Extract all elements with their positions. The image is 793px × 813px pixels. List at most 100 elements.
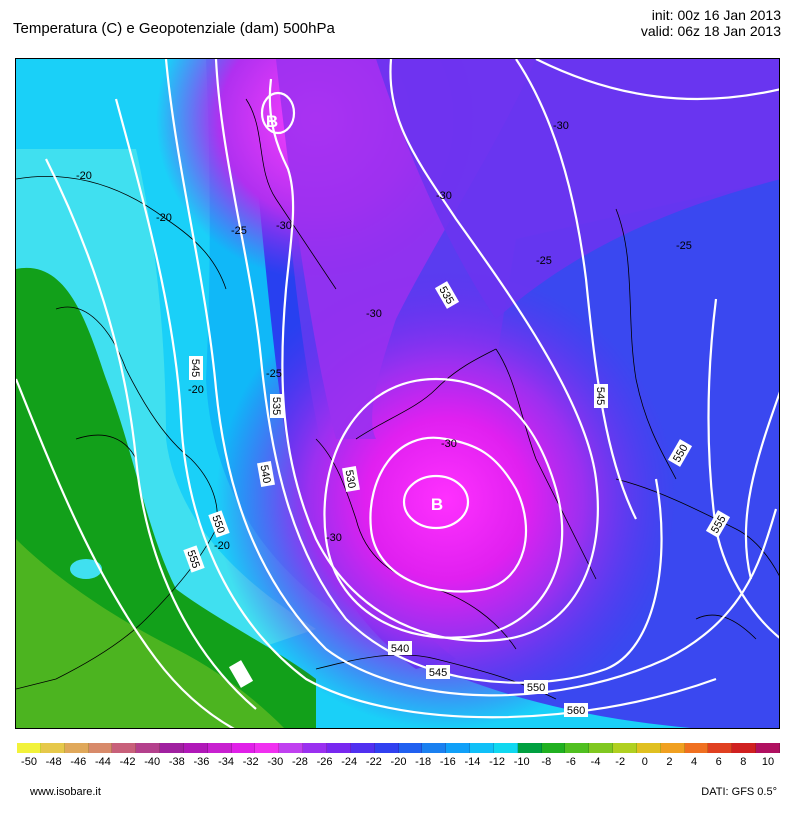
color-scale-tick: -18 — [415, 756, 432, 768]
color-scale-tick: -6 — [566, 756, 576, 768]
color-scale-cell — [231, 743, 256, 753]
color-scale-cell — [732, 743, 757, 753]
color-scale-ticks: -50 -48 -46 -44 -42 -40 -38 -36 -34 -32 -30 -28 -26-… — [17, 756, 780, 770]
color-scale-cell — [756, 743, 780, 753]
geopotential-label: 535 — [270, 397, 282, 415]
color-scale-tick: -50 — [21, 756, 37, 768]
color-scale-cell — [64, 743, 89, 753]
temperature-label: -25 — [676, 240, 692, 252]
weather-map: 535 535 530 540 540 545 — [15, 58, 780, 729]
color-scale-tick: 4 — [691, 756, 698, 768]
color-scale-cell — [613, 743, 637, 753]
map-canvas: 535 535 530 540 540 545 — [16, 59, 779, 728]
color-scale-tick: 10 — [761, 756, 775, 768]
color-scale-bar — [17, 743, 780, 753]
geopotential-label: 540 — [391, 643, 409, 655]
geopotential-label: 550 — [209, 514, 227, 535]
temperature-label: -25 — [231, 225, 247, 237]
color-scale-tick: -4 — [590, 756, 601, 768]
color-scale-cell — [255, 743, 280, 753]
temperature-label: -30 — [276, 220, 292, 232]
init-time: init: 00z 16 Jan 2013 — [651, 7, 781, 23]
color-scale-tick: 6 — [715, 756, 722, 768]
color-scale-tick: -22 — [365, 756, 382, 768]
temperature-label: -30 — [436, 190, 452, 202]
temperature-label: -25 — [266, 368, 282, 380]
color-scale-cell — [660, 743, 685, 753]
color-scale-tick: -46 — [70, 756, 87, 768]
color-scale-tick: -28 — [292, 756, 308, 768]
color-scale-tick: -8 — [541, 756, 552, 768]
geopotential-label: 540 — [258, 464, 273, 484]
color-scale-tick: -12 — [489, 756, 505, 768]
color-scale-tick: -42 — [119, 756, 136, 768]
color-scale-tick: -38 — [168, 756, 185, 768]
color-scale-cell — [112, 743, 137, 753]
color-scale-cell — [398, 743, 423, 753]
color-scale-tick: -24 — [341, 756, 358, 768]
color-scale-cell — [279, 743, 304, 753]
temperature-label: -30 — [326, 532, 342, 544]
coastlines — [16, 98, 779, 700]
color-scale-cell — [374, 743, 399, 753]
geopotential-label: 545 — [594, 387, 606, 405]
color-scale-cell — [708, 743, 733, 753]
geopotential-label: 555 — [184, 549, 202, 570]
color-scale-cell — [446, 743, 471, 753]
temperature-label: -30 — [553, 120, 569, 132]
color-scale-tick: -32 — [242, 756, 259, 768]
data-source: DATI: GFS 0.5° — [701, 786, 777, 798]
color-scale-cell — [136, 743, 161, 753]
geopotential-label: 545 — [189, 359, 201, 377]
temperature-label: -20 — [214, 540, 230, 552]
color-scale-cell — [326, 743, 351, 753]
color-scale-tick: -36 — [193, 756, 210, 768]
color-scale-tick: -10 — [513, 756, 530, 768]
geopotential-label: 545 — [429, 667, 447, 679]
color-scale-tick: -44 — [94, 756, 111, 768]
temperature-label: -25 — [536, 255, 552, 267]
temperature-label: -30 — [366, 308, 382, 320]
color-scale-cell — [303, 743, 327, 753]
map-title: Temperatura (C) e Geopotenziale (dam) 50… — [13, 20, 335, 37]
temperature-labels: -20 -20 -20 -20 -25 -25 -25 -25 -30 -30 … — [76, 120, 692, 552]
color-scale-tick: -16 — [439, 756, 456, 768]
color-scale-cell — [207, 743, 232, 753]
color-scale-cell — [636, 743, 661, 753]
run-info: init: 00z 16 Jan 2013 valid: 06z 18 Jan … — [641, 7, 781, 39]
violet-north-east — [376, 59, 779, 319]
color-scale-tick: 0 — [641, 756, 648, 768]
geopotential-label: 560 — [567, 705, 585, 717]
color-scale-cell — [40, 743, 65, 753]
geopotential-isolines — [16, 59, 779, 728]
color-scale-cell — [350, 743, 375, 753]
color-scale-tick: -34 — [218, 756, 235, 768]
color-scale-cell — [470, 743, 494, 753]
temperature-label: -20 — [156, 212, 172, 224]
geopotential-labels: 535 535 530 540 540 545 — [183, 281, 731, 717]
temperature-label: -20 — [76, 170, 92, 182]
color-scale-tick: 8 — [740, 756, 747, 768]
website-link[interactable]: www.isobare.it — [30, 786, 101, 798]
low-pressure-label-north: B — [266, 112, 278, 131]
color-scale-tick: -14 — [464, 756, 481, 768]
color-scale-cell — [589, 743, 614, 753]
color-scale-tick: -48 — [45, 756, 62, 768]
color-scale-cell — [541, 743, 566, 753]
low-pressure-label: B — [431, 495, 443, 514]
color-scale-tick: -30 — [267, 756, 284, 768]
color-scale-cell — [684, 743, 709, 753]
color-scale-cell — [565, 743, 590, 753]
color-scale-cell — [183, 743, 208, 753]
color-scale-tick: -26 — [316, 756, 333, 768]
color-scale-tick: -20 — [390, 756, 407, 768]
valid-time: valid: 06z 18 Jan 2013 — [640, 23, 781, 39]
color-scale-tick: 2 — [666, 756, 673, 768]
color-scale-cell — [160, 743, 184, 753]
color-scale-tick: -40 — [144, 756, 161, 768]
geopotential-label: 530 — [343, 469, 358, 489]
color-scale-cell — [422, 743, 447, 753]
color-scale-tick: -2 — [615, 756, 626, 768]
temperature-label: -30 — [441, 438, 457, 450]
color-scale-cell — [493, 743, 518, 753]
